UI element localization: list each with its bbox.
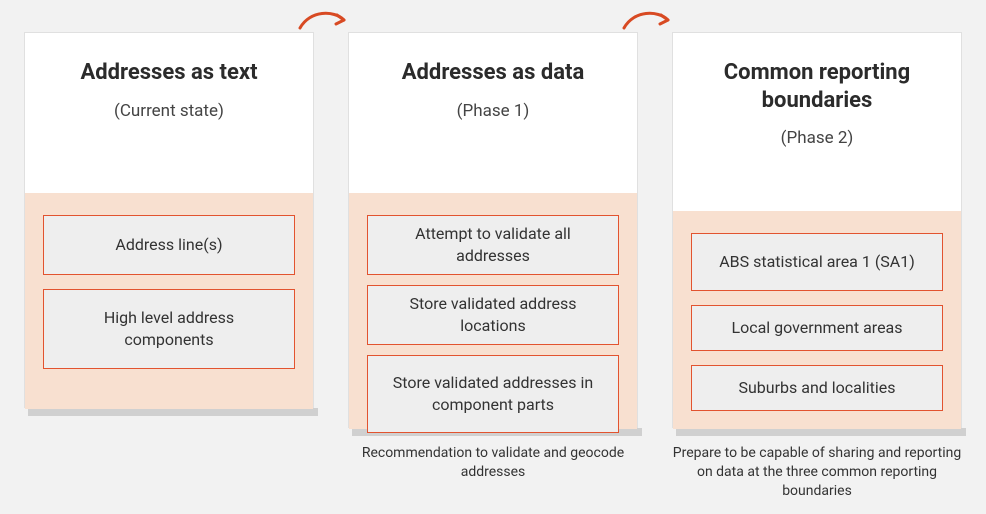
- card-item: Local government areas: [691, 305, 943, 351]
- card-subtitle: (Phase 2): [689, 128, 945, 148]
- item-text: High level address components: [58, 307, 280, 350]
- card-addresses-as-text: Addresses as text (Current state) Addres…: [24, 32, 314, 408]
- card-body: Address line(s) High level address compo…: [25, 193, 313, 409]
- card-item: Suburbs and localities: [691, 365, 943, 411]
- card-item: Store validated address locations: [367, 285, 619, 345]
- item-text: Local government areas: [731, 317, 902, 339]
- card-item: High level address components: [43, 289, 295, 369]
- arrow-icon: [296, 6, 352, 34]
- card-addresses-as-data: Addresses as data (Phase 1) Attempt to v…: [348, 32, 638, 428]
- card-caption: Prepare to be capable of sharing and rep…: [672, 444, 962, 501]
- card-shadow: [676, 428, 966, 436]
- card-body: Attempt to validate all addresses Store …: [349, 193, 637, 429]
- card-item: Address line(s): [43, 215, 295, 275]
- item-text: Suburbs and localities: [738, 377, 895, 399]
- card-body: ABS statistical area 1 (SA1) Local gover…: [673, 211, 961, 429]
- diagram-stage: Addresses as text (Current state) Addres…: [0, 0, 986, 514]
- card-item: Attempt to validate all addresses: [367, 215, 619, 275]
- card-common-reporting-boundaries: Common reporting boundaries (Phase 2) AB…: [672, 32, 962, 428]
- item-text: ABS statistical area 1 (SA1): [719, 251, 915, 273]
- card-header: Addresses as text (Current state): [25, 33, 313, 141]
- card-header: Addresses as data (Phase 1): [349, 33, 637, 141]
- card-shadow: [28, 408, 318, 416]
- item-text: Store validated address locations: [382, 293, 604, 336]
- card-title: Addresses as text: [41, 59, 297, 87]
- item-text: Store validated addresses in component p…: [382, 372, 604, 415]
- item-text: Attempt to validate all addresses: [382, 223, 604, 266]
- card-subtitle: (Current state): [41, 101, 297, 121]
- arrow-icon: [620, 6, 676, 34]
- card-title: Addresses as data: [365, 59, 621, 87]
- card-caption: Recommendation to validate and geocode a…: [348, 444, 638, 482]
- card-item: ABS statistical area 1 (SA1): [691, 233, 943, 291]
- card-subtitle: (Phase 1): [365, 101, 621, 121]
- card-title: Common reporting boundaries: [689, 59, 945, 114]
- item-text: Address line(s): [115, 234, 222, 256]
- card-item: Store validated addresses in component p…: [367, 355, 619, 433]
- card-header: Common reporting boundaries (Phase 2): [673, 33, 961, 168]
